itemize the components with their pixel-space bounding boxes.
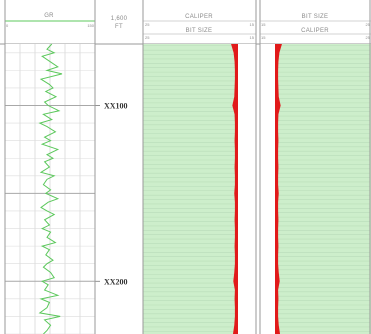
- bit-size-right-title: BIT SIZE: [302, 14, 329, 20]
- caliper-left-washout: [231, 44, 238, 334]
- bit-size-left-max: 15: [250, 35, 255, 40]
- track-borders: [4, 0, 371, 334]
- caliper-right-max: 25: [366, 35, 371, 40]
- caliper-right-track: [260, 44, 371, 334]
- depth-unit: FT: [115, 24, 123, 30]
- bit-size-left-min: 25: [145, 35, 150, 40]
- gr-header: GR 0 150: [5, 13, 95, 28]
- depth-label-xx200: XX200: [104, 277, 128, 286]
- gr-scale-min: 0: [6, 23, 9, 28]
- caliper-left-title: CALIPER: [185, 14, 213, 20]
- depth-header: 1,600 FT: [111, 16, 128, 30]
- caliper-right-min: 15: [261, 35, 266, 40]
- bit-size-right-max: 25: [366, 22, 371, 27]
- gr-track: [5, 43, 95, 334]
- caliper-right-washout: [275, 44, 282, 334]
- gr-title: GR: [44, 13, 54, 19]
- depth-track: XX100 XX200: [95, 102, 128, 286]
- gr-scale-max: 150: [87, 23, 94, 28]
- caliper-left-header: CALIPER 25 15 BIT SIZE 25 15: [143, 14, 256, 40]
- log-header: GR 0 150 1,600 FT CALIPER 25 15 BIT SIZE…: [0, 0, 371, 45]
- gr-curve: [38, 43, 63, 334]
- depth-label-xx100: XX100: [104, 102, 128, 111]
- caliper-right-header: BIT SIZE 15 25 CALIPER 15 25: [260, 14, 371, 40]
- bit-size-right-min: 15: [261, 22, 266, 27]
- caliper-left-min: 25: [145, 22, 150, 27]
- bit-size-left-title: BIT SIZE: [186, 28, 213, 34]
- caliper-left-track: [143, 44, 256, 334]
- caliper-left-max: 15: [250, 22, 255, 27]
- caliper-right-title: CALIPER: [301, 28, 329, 34]
- depth-scale: 1,600: [111, 16, 128, 22]
